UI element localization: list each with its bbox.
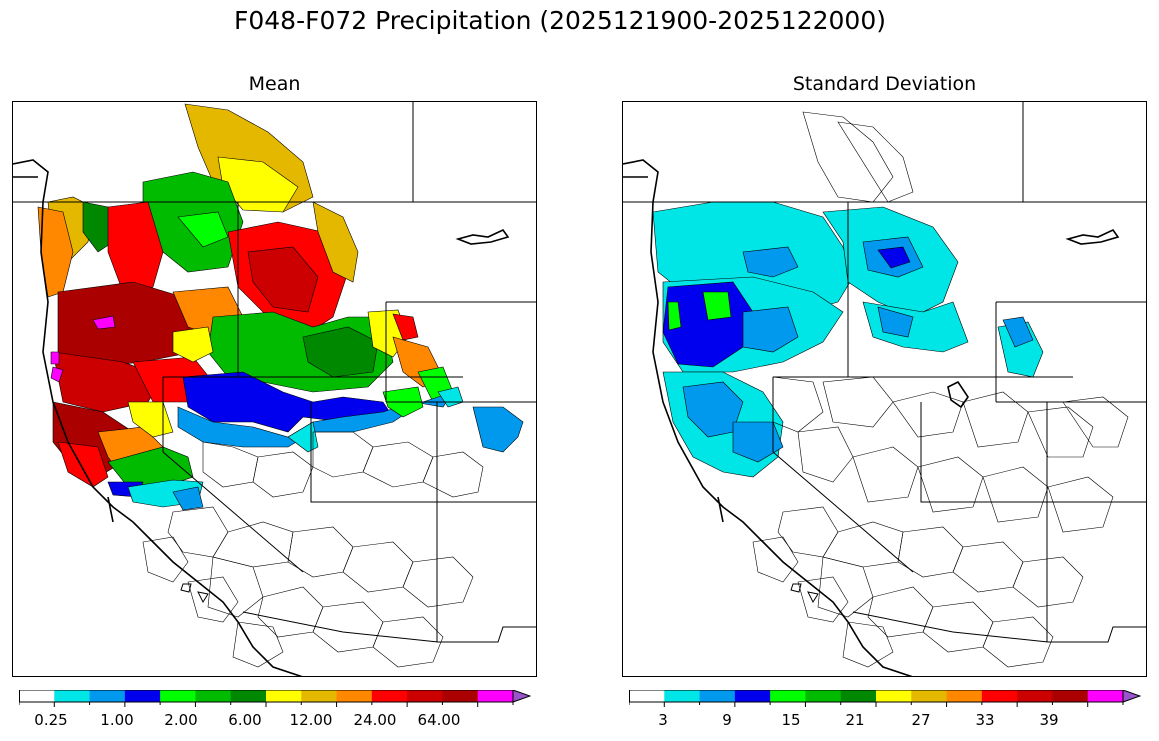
std-colorbar-segment — [840, 690, 877, 702]
mean-colorbar-segment — [371, 690, 408, 702]
std-panel-title: Standard Deviation — [792, 73, 977, 95]
std-tick-label: 21 — [845, 711, 865, 729]
region-idaho-darkred — [247, 246, 319, 313]
std-colorbar-segment — [911, 690, 948, 702]
mean-colorbar-segment — [407, 690, 443, 702]
mean-colorbar-segment — [160, 690, 196, 702]
sd-region-mt-lb — [877, 306, 914, 338]
std-colorbar-segment — [805, 690, 842, 702]
std-tick-label: 33 — [975, 711, 995, 729]
region-wa-lime — [177, 211, 229, 248]
sd-region-wa-lightblue — [742, 246, 799, 278]
mean-tick-label: 6.00 — [228, 711, 262, 729]
sd-region-wy-lb — [1002, 316, 1034, 348]
mean-tick-label: 0.25 — [34, 711, 68, 729]
std-colorbar-segment — [699, 690, 736, 702]
sd-region-or-lightblue — [742, 306, 799, 353]
sd-great-salt-lake — [947, 380, 969, 409]
mean-colorbar-segment — [195, 690, 232, 702]
mean-map — [12, 101, 537, 677]
region-magenta-1 — [92, 315, 116, 330]
std-map — [622, 101, 1147, 677]
sd-region-ca-lb2 — [732, 421, 784, 463]
region-east-gold — [312, 201, 359, 283]
sd-region-coast-lime — [667, 301, 682, 331]
region-mt-red — [392, 313, 419, 341]
std-colorbar-segment — [1017, 690, 1053, 702]
island-1 — [180, 583, 192, 593]
mean-colorbar-segment — [124, 690, 161, 702]
mean-tick-label: 1.00 — [100, 711, 134, 729]
region-mt-darkgreen — [302, 326, 379, 378]
region-ca-lightblue — [172, 486, 204, 511]
std-tick-label: 27 — [911, 711, 931, 729]
mean-colorbar-segment — [19, 690, 55, 702]
mean-colorbar — [19, 690, 531, 710]
sd-island-1 — [790, 583, 802, 593]
std-colorbar-segment — [734, 690, 771, 702]
std-colorbar-segment — [664, 690, 701, 702]
std-colorbar-segment — [770, 690, 806, 702]
mean-colorbar-segment — [230, 690, 267, 702]
lake-winnipeg — [455, 228, 510, 245]
region-ut-lightblue — [472, 406, 524, 453]
mean-tick-label: 12.00 — [289, 711, 333, 729]
std-tick-label: 9 — [722, 711, 732, 729]
std-tick-label: 3 — [658, 711, 668, 729]
std-colorbar-segment — [1052, 690, 1089, 702]
std-colorbar-segment — [629, 690, 665, 702]
region-magenta-2 — [50, 351, 60, 365]
std-colorbar-segment — [981, 690, 1018, 702]
mean-tick-label: 24.00 — [353, 711, 397, 729]
mean-colorbar-segment — [89, 690, 126, 702]
std-colorbar-svg — [629, 690, 1141, 707]
mean-colorbar-segment — [54, 690, 91, 702]
region-ca-red — [57, 441, 109, 488]
std-colorbar — [629, 690, 1141, 710]
std-colorbar-segment — [946, 690, 983, 702]
std-colorbar-extend-arrow — [1122, 690, 1141, 703]
figure-title: F048-F072 Precipitation (2025121900-2025… — [233, 6, 886, 35]
sd-island-2 — [807, 591, 819, 604]
mean-panel-title: Mean — [248, 73, 301, 95]
mean-tick-label: 2.00 — [164, 711, 198, 729]
std-map-canvas — [623, 102, 1146, 676]
mean-colorbar-segment — [442, 690, 479, 702]
mean-colorbar-segment — [336, 690, 373, 702]
sd-region-or-blue — [662, 281, 754, 368]
std-colorbar-segment — [1087, 690, 1124, 702]
std-tick-label: 39 — [1039, 711, 1059, 729]
sd-region-or-lime — [702, 291, 732, 321]
coastline — [13, 159, 303, 676]
region-puget-green — [82, 201, 114, 253]
mean-colorbar-extend-arrow — [512, 690, 531, 703]
sd-lake-winnipeg — [1065, 228, 1120, 245]
sd-region-id-blue — [877, 246, 911, 269]
mean-colorbar-segment — [477, 690, 514, 702]
mean-map-canvas — [13, 102, 536, 676]
std-colorbar-segment — [876, 690, 912, 702]
mean-colorbar-svg — [19, 690, 531, 707]
mean-colorbar-segment — [301, 690, 338, 702]
region-magenta-3 — [50, 366, 64, 383]
region-id-yellow — [172, 326, 214, 363]
sd-coastline — [623, 159, 913, 676]
mean-colorbar-segment — [266, 690, 302, 702]
island-2 — [197, 591, 209, 604]
std-tick-label: 15 — [781, 711, 801, 729]
mean-tick-label: 64.00 — [417, 711, 461, 729]
